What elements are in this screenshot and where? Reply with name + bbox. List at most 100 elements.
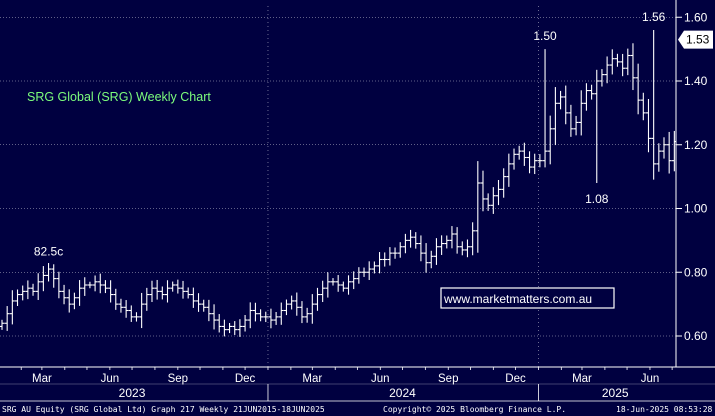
annotations: 82.5c 1.50 1.08 1.56 1.53 — [34, 10, 713, 258]
x-tick-label: Dec — [235, 373, 256, 385]
x-tick-label: Mar — [32, 373, 52, 385]
ohlc-bar — [377, 252, 383, 274]
ohlc-bar — [283, 299, 289, 316]
ohlc-bar — [87, 281, 93, 289]
watermark-box[interactable]: www.marketmatters.com.au — [440, 287, 615, 309]
ohlc-bar — [387, 247, 393, 266]
ohlc-bar — [470, 222, 476, 256]
ohlc-bar — [247, 302, 253, 329]
ohlc-bar — [273, 311, 279, 325]
ohlc-bar — [552, 87, 558, 146]
ohlc-bar — [501, 168, 507, 198]
ohlc-bar — [609, 49, 615, 75]
annotation-label: 1.08 — [585, 192, 609, 206]
ohlc-bar — [102, 280, 108, 294]
ohlc-bar — [154, 279, 160, 300]
ohlc-bar — [563, 85, 569, 125]
ohlc-bar — [397, 242, 403, 258]
ohlc-bar — [475, 161, 481, 253]
ohlc-bar — [547, 115, 553, 165]
ohlc-bar — [4, 306, 10, 331]
year-dividers — [267, 6, 539, 367]
ohlc-bar — [614, 53, 620, 67]
ohlc-bar — [423, 243, 429, 273]
y-axis: 0.60 0.80 1.00 1.20 1.40 1.60 — [675, 0, 715, 367]
ohlc-bar — [263, 311, 269, 323]
y-tick-label: 0.60 — [684, 329, 708, 343]
ohlc-bar — [408, 229, 414, 248]
ohlc-bar — [46, 263, 52, 282]
ohlc-bar — [527, 151, 533, 174]
ohlc-bar — [620, 53, 626, 77]
ohlc-bar — [346, 275, 352, 295]
ohlc-bar — [237, 319, 243, 337]
ohlc-bar — [635, 63, 641, 115]
x-tick-label: Jun — [101, 373, 120, 385]
ohlc-bar — [656, 143, 662, 172]
y-tick-label: 1.20 — [684, 138, 708, 152]
ohlc-bar — [454, 227, 460, 254]
footer-center: Copyright© 2025 Bloomberg Finance L.P. — [383, 405, 566, 414]
footer-left: SRG AU Equity (SRG Global Ltd) Graph 217… — [2, 405, 325, 414]
ohlc-bar — [66, 289, 72, 313]
ohlc-bar — [133, 312, 139, 322]
ohlc-bar — [459, 241, 465, 256]
ohlc-bar — [97, 273, 103, 294]
x-tick-label: Dec — [505, 373, 526, 385]
ohlc-bar — [356, 267, 362, 284]
ohlc-bar — [371, 261, 377, 274]
ohlc-bar — [335, 275, 341, 292]
ohlc-bar — [599, 69, 605, 87]
ohlc-bar — [666, 131, 672, 174]
y-tick-label: 0.80 — [684, 265, 708, 279]
ohlc-bar — [40, 266, 46, 292]
x-tick-label: Sep — [438, 373, 458, 385]
ohlc-bar — [232, 321, 238, 335]
ohlc-bar — [309, 294, 315, 324]
ohlc-bar — [82, 277, 88, 296]
ohlc-bar — [594, 69, 600, 183]
ohlc-bar — [252, 302, 258, 322]
ohlc-bar — [15, 289, 21, 307]
footer-right: 18-Jun-2025 08:53:28 — [616, 405, 713, 414]
ohlc-bar — [521, 142, 527, 166]
annotation-label: 82.5c — [34, 244, 63, 258]
x-tick-label: Jun — [641, 373, 660, 385]
ohlc-bar — [20, 285, 26, 301]
ohlc-bar — [144, 287, 150, 311]
ohlc-bar — [299, 301, 305, 324]
ohlc-bar — [589, 84, 595, 100]
ohlc-bar — [196, 293, 202, 312]
ohlc-bar — [128, 305, 134, 322]
x-tick-label: Mar — [302, 373, 322, 385]
ohlc-bar — [651, 30, 657, 180]
ohlc-bar — [428, 250, 434, 269]
year-label: 2025 — [602, 386, 629, 400]
x-tick-label: Mar — [572, 373, 592, 385]
ohlc-bar — [320, 280, 326, 303]
y-axis-panel — [676, 0, 715, 367]
ohlc-bar — [294, 292, 300, 316]
chart-title: SRG Global (SRG) Weekly Chart — [27, 90, 211, 104]
ohlc-bar — [25, 280, 31, 300]
ohlc-bar — [433, 238, 439, 265]
ohlc-bar — [71, 292, 77, 310]
y-tick-label: 1.60 — [684, 10, 708, 24]
ohlc-bar — [511, 148, 517, 170]
watermark-link[interactable]: www.marketmatters.com.au — [443, 292, 592, 306]
ohlc-bar — [496, 180, 501, 206]
ohlc-bar — [464, 239, 470, 258]
ohlc-bar — [149, 280, 155, 303]
ohlc-bar — [258, 309, 264, 322]
ohlc-bar — [180, 280, 186, 299]
ohlc-bar — [640, 92, 646, 121]
ohlc-bar — [0, 319, 5, 330]
x-tick-label: Sep — [168, 373, 188, 385]
ohlc-bar — [532, 153, 538, 175]
ohlc-bar — [661, 137, 667, 159]
ohlc-bar — [625, 48, 631, 76]
ohlc-bar — [516, 145, 522, 160]
ohlc-bar — [139, 292, 145, 329]
